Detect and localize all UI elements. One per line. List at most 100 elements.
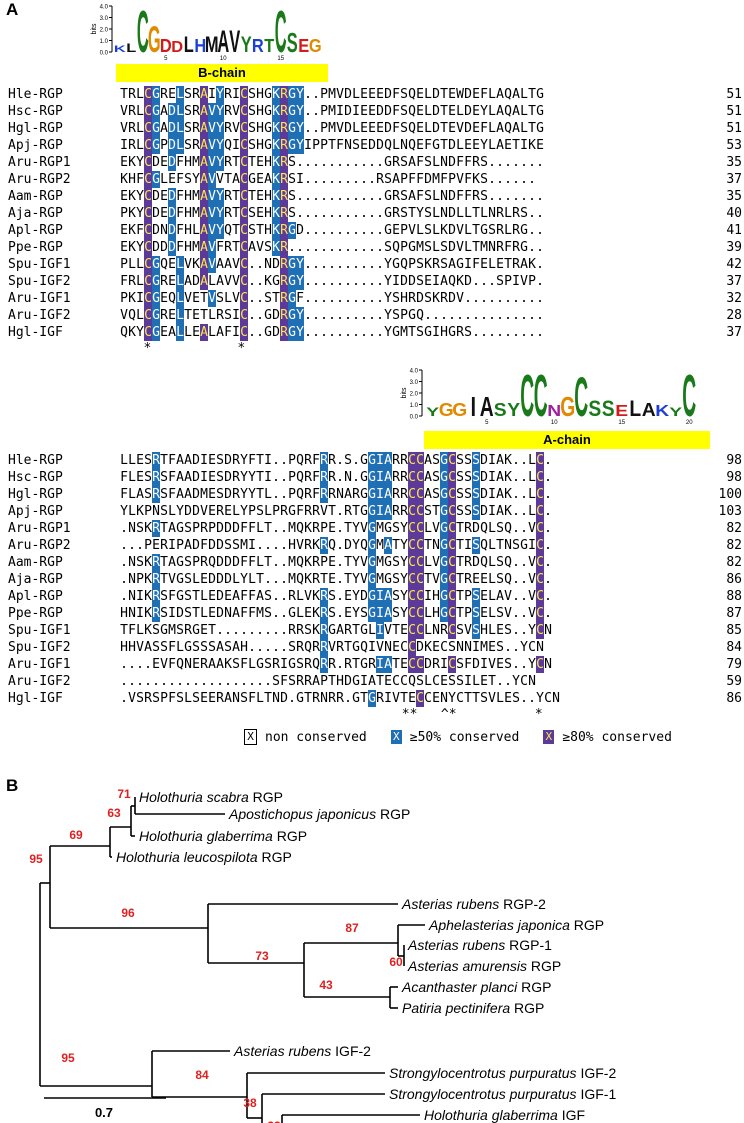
sequence-length: 84 xyxy=(726,640,742,655)
sequence-residues: HHVASSFLGSSSASAH.....SRQRRVRTGQIVNECCDKE… xyxy=(120,639,544,656)
sequence-name: Aru-RGP1 xyxy=(8,521,71,536)
sequence-residues: PKYCDEDFHMAVYRTCSEHKRS...........GRSTYSL… xyxy=(120,205,544,222)
logo-ytick: 0.0 xyxy=(100,51,109,57)
logo-ytick: 2.0 xyxy=(100,28,109,34)
sequence-name: Hle-RGP xyxy=(8,453,63,468)
tree-leaf-label: Strongylocentrotus purpuratus IGF-1 xyxy=(389,1086,616,1102)
logo-letter: E xyxy=(298,35,309,56)
conservation-legend: X non conserved X ≥50% conserved X ≥80% … xyxy=(244,729,672,745)
logo-letter: S xyxy=(588,397,601,421)
bootstrap-value: 95 xyxy=(29,852,43,866)
logo-letter: Y xyxy=(241,34,252,58)
bootstrap-value: 63 xyxy=(107,806,121,820)
logo-letter: G xyxy=(452,400,467,421)
sequence-length: 42 xyxy=(726,257,742,272)
legend-box-blue: X xyxy=(390,730,402,744)
logo-letter: C xyxy=(534,366,548,424)
sequence-name: Hsc-RGP xyxy=(8,470,63,485)
logo-letter: D xyxy=(160,35,172,56)
panel-a-label: A xyxy=(6,0,19,19)
scale-bar-label: 0.7 xyxy=(95,1105,113,1120)
logo-ytick: 3.0 xyxy=(410,380,419,386)
sequence-length: 88 xyxy=(726,589,742,604)
sequence-residues: TRLCGRELSRAIYRICSHGKRGY..PMVDLEEEDFSQELD… xyxy=(120,86,544,103)
tree-leaf-label: Asterias rubens IGF-2 xyxy=(233,1043,371,1059)
sequence-length: 79 xyxy=(726,657,742,672)
logo-xtick: 20 xyxy=(686,420,693,424)
sequence-name: Apl-RGP xyxy=(8,589,63,604)
logo-letter: S xyxy=(602,397,615,421)
tree-leaf-label: Asterias rubens RGP-2 xyxy=(401,896,546,912)
alignment-row: Spu-IGF2 FRLCGRELADALAVVC..KGRGY.........… xyxy=(8,273,744,290)
sequence-name: Aja-RGP xyxy=(8,206,63,221)
bootstrap-value: 69 xyxy=(69,828,83,842)
legend-box-none: X xyxy=(244,729,257,745)
logo-letter: C xyxy=(682,366,696,424)
sequence-residues: ...PERIPADFDDSSMI....HVRKRQ.DYQGMATYCCTN… xyxy=(120,537,552,554)
alignment-row: Hsc-RGP VRLCGADLSRAVYRVCSHGKRGY..PMIDIEED… xyxy=(8,103,744,120)
bootstrap-value: 43 xyxy=(319,978,333,992)
sequence-residues: FLESRSFAADIESDRYYTI..PQRFRR.N.GGIARRCCAS… xyxy=(120,469,552,486)
logo-letter: Y xyxy=(669,405,682,419)
logo-ytick: 1.0 xyxy=(410,403,419,409)
logo-letter: Y xyxy=(426,405,439,419)
logo-xtick: 5 xyxy=(164,56,168,60)
sequence-residues: VQLCGRELTETLRSIC..GDRGY..........YSPGQ..… xyxy=(120,307,544,324)
tree-leaf-label: Holothuria scabra RGP xyxy=(139,789,283,805)
logo-letter: D xyxy=(171,39,183,56)
tree-leaf-label: Strongylocentrotus purpuratus IGF-2 xyxy=(389,1065,616,1081)
alignment-row: Hle-RGP TRLCGRELSRAIYRICSHGKRGY..PMVDLEEE… xyxy=(8,86,744,103)
logo-letter: H xyxy=(194,35,206,56)
bootstrap-value: 96 xyxy=(121,906,135,920)
logo-letter: N xyxy=(547,402,561,420)
sequence-name: Aja-RGP xyxy=(8,572,63,587)
alignment-block-2: Hle-RGP LLESRTFAADIESDRYFTI..PQRFRR.S.GGI… xyxy=(8,452,744,752)
sequence-residues: .NSKRTAGSPRQDDDFFLT..MQKRPE.TYVGMGSYCCLV… xyxy=(120,554,552,571)
logo-letter: L xyxy=(184,34,194,58)
alignment-block-1: Hle-RGP TRLCGRELSRAIYRICSHGKRGY..PMVDLEEE… xyxy=(8,86,744,376)
alignment-row: Aru-IGF1 PKICGEQLVETVSLVC..STRGF.........… xyxy=(8,290,744,307)
logo-letter: C xyxy=(520,366,534,424)
alignment-row: Spu-IGF2 HHVASSFLGSSSASAH.....SRQRRVRTGQI… xyxy=(8,639,744,656)
alignment-row: Aru-IGF1 ....EVFQNERAAKSFLGSRIGSRQRR.RTGR… xyxy=(8,656,744,673)
alignment-row: Aja-RGP .NPKRTVGSLEDDDLYLT...MQKRTE.TYVGM… xyxy=(8,571,744,588)
sequence-name: Ppe-RGP xyxy=(8,606,63,621)
sequence-residues: PKICGEQLVETVSLVC..STRGF..........YSHRDSK… xyxy=(120,290,544,307)
alignment-row: Hgl-IGF QKYCGEALLEALAFIC..GDRGY..........… xyxy=(8,324,744,341)
logo-letter: A xyxy=(480,392,494,423)
sequence-residues: .NPKRTVGSLEDDDLYLT...MQKRTE.TYVGMGSYCCTV… xyxy=(120,571,552,588)
logo-letter: Y xyxy=(507,400,520,421)
sequence-length: 40 xyxy=(726,206,742,221)
logo-xtick: 15 xyxy=(277,56,284,60)
sequence-residues: VRLCGADLSRAVYRVCSHGKRGY..PMIDIEEDDFSQELD… xyxy=(120,103,544,120)
tree-leaf-label: Holothuria glaberrima RGP xyxy=(139,828,307,844)
sequence-length: 51 xyxy=(726,121,742,136)
logo-letter: K xyxy=(655,402,669,420)
sequence-name: Spu-IGF2 xyxy=(8,274,71,289)
sequence-name: Aru-IGF1 xyxy=(8,291,71,306)
sequence-length: 51 xyxy=(726,104,742,119)
legend-label: non conserved xyxy=(265,729,367,745)
sequence-length: 98 xyxy=(726,453,742,468)
sequence-residues: FLASRSFAADMESDRYYTL..PQRFRRNARGGIARRCCAS… xyxy=(120,486,552,503)
alignment-row: Spu-IGF1 PLLCGQELVKAVAAVC..NDRGY.........… xyxy=(8,256,744,273)
sequence-residues: EKYCDDDFHMAVFRTCAVSKR............SQPGMSL… xyxy=(120,239,544,256)
logo-letter: L xyxy=(126,42,136,56)
logo-ytick: 4.0 xyxy=(410,369,419,375)
logo-letter: T xyxy=(264,35,274,56)
alignment-row: Hle-RGP LLESRTFAADIESDRYFTI..PQRFRR.S.GGI… xyxy=(8,452,744,469)
panel-b-label: B xyxy=(6,776,19,795)
sequence-residues: YLKPNSLYDDVERELYPSLPRGFRRVT.RTGGIARRCCST… xyxy=(120,503,552,520)
alignment-row: Aru-IGF2 VQLCGRELTETLRSIC..GDRGY.........… xyxy=(8,307,744,324)
sequence-name: Hgl-IGF xyxy=(8,691,63,706)
logo-xtick: 10 xyxy=(220,56,227,60)
sequence-length: 59 xyxy=(726,674,742,689)
sequence-name: Hgl-RGP xyxy=(8,121,63,136)
sequence-length: 82 xyxy=(726,555,742,570)
logo-letter: M xyxy=(205,34,219,58)
sequence-residues: KHFCGLEFSYAVVTACGEAKRSI.........RSAPFFDM… xyxy=(120,171,536,188)
logo-ytick: 1.0 xyxy=(100,39,109,45)
sequence-residues: PLLCGQELVKAVAAVC..NDRGY..........YGQPSKR… xyxy=(120,256,544,273)
alignment-row: Hgl-IGF .VSRSPFSLSEERANSFLTND.GTRNRR.GTGR… xyxy=(8,690,744,707)
